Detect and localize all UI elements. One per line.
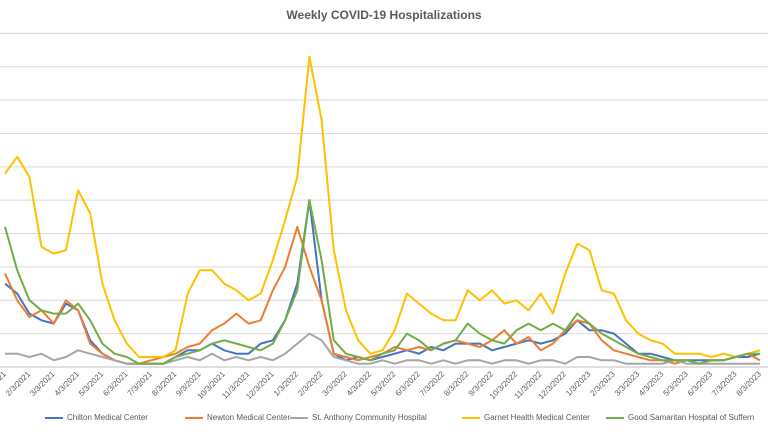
x-tick-label: 3/3/2021 <box>28 369 57 398</box>
x-tick-label: 3/3/2022 <box>320 369 349 398</box>
x-tick-label: 8/3/2021 <box>150 369 179 398</box>
x-tick-label: 2/3/2022 <box>296 369 325 398</box>
x-tick-label: 6/3/2022 <box>394 369 423 398</box>
legend-label: Garnet Health Medical Center <box>484 413 590 422</box>
x-tick-label: 5/3/2023 <box>661 369 690 398</box>
x-tick-label: 5/3/2021 <box>77 369 106 398</box>
legend-label: St. Anthony Community Hospital <box>312 413 427 422</box>
x-tick-label: 4/3/2023 <box>637 369 666 398</box>
x-tick-label: 1/3/2023 <box>564 369 593 398</box>
x-tick-label: 1/3/2022 <box>272 369 301 398</box>
legend-label: Good Samaritan Hospital of Suffern <box>628 413 754 422</box>
x-tick-label: 3/3/2023 <box>613 369 642 398</box>
x-tick-label: 8/3/2022 <box>442 369 471 398</box>
x-tick-label: 7/3/2022 <box>418 369 447 398</box>
legend-label: Chilton Medical Center <box>67 413 148 422</box>
series-line <box>4 55 761 358</box>
x-tick-label: 4/3/2022 <box>345 369 374 398</box>
series-line <box>4 199 760 365</box>
x-tick-label: 5/3/2022 <box>369 369 398 398</box>
legend-label: Newton Medical Center <box>207 413 290 422</box>
series-line <box>5 332 760 365</box>
x-tick-label: 7/3/2023 <box>710 369 739 398</box>
x-tick-label: 6/3/2021 <box>101 369 130 398</box>
x-tick-label: 2/3/2023 <box>588 369 617 398</box>
x-tick-label: 7/3/2021 <box>126 369 155 398</box>
x-tick-label: 8/3/2023 <box>735 369 764 398</box>
chart-title: Weekly COVID-19 Hospitalizations <box>286 8 481 22</box>
series-line <box>4 225 761 365</box>
x-tick-label: 6/3/2023 <box>686 369 715 398</box>
x-tick-label: 4/3/2021 <box>53 369 82 398</box>
x-tick-label: 2/3/2021 <box>4 369 33 398</box>
